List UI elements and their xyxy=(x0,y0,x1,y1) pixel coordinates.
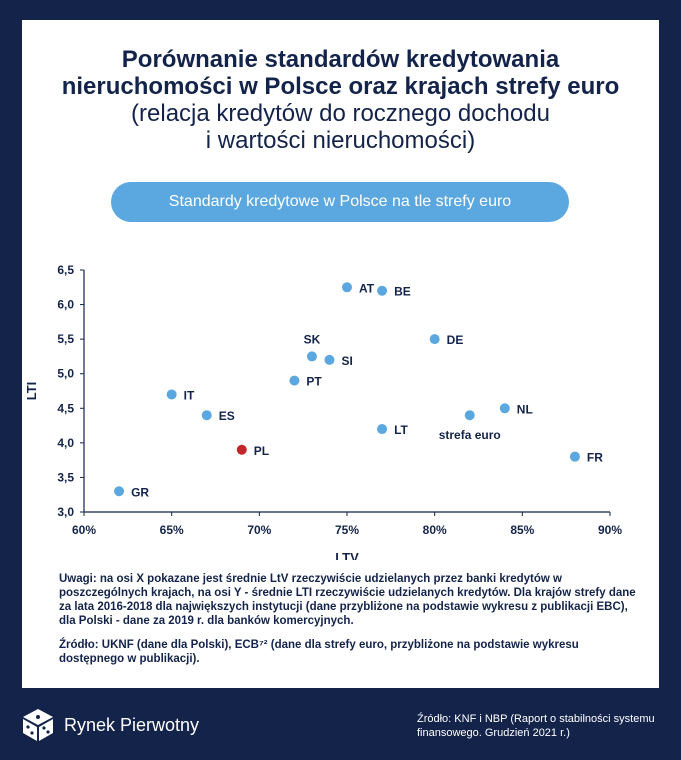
chart-points: AT BE DE SK SI PT IT ES NL strefa euro LT PL FR GR xyxy=(114,281,603,499)
y-tick-label: 6,0 xyxy=(57,298,74,312)
scatter-chart: 60% 65% 70% 75% 80% 85% 90% 3,0 3,5 4,0 4,5 5,0 5,5 6… xyxy=(24,263,622,560)
data-point xyxy=(289,375,300,386)
infographic-card: Porównanie standardów kredytowania nieru… xyxy=(22,20,659,688)
data-point xyxy=(324,354,335,365)
data-point-label: DE xyxy=(447,333,464,347)
x-tick-label: 85% xyxy=(510,523,534,537)
data-point-label: NL xyxy=(517,402,533,416)
chart-notes: Uwagi: na osi X pokazane jest średnie Lt… xyxy=(59,572,639,676)
title-line-1: Porównanie standardów kredytowania xyxy=(121,46,560,73)
data-point xyxy=(236,444,247,455)
y-tick-label: 3,0 xyxy=(57,505,74,519)
data-point xyxy=(114,486,125,497)
data-point-label: strefa euro xyxy=(439,428,501,442)
x-tick-label: 90% xyxy=(598,523,622,537)
x-tick-label: 75% xyxy=(335,523,359,537)
data-point-label: SK xyxy=(304,332,321,346)
y-tick-label: 6,5 xyxy=(57,263,74,277)
y-tick-label: 5,0 xyxy=(57,367,74,381)
cube-logo-icon xyxy=(23,709,53,741)
data-point xyxy=(464,410,475,421)
x-tick-label: 60% xyxy=(72,523,96,537)
data-point xyxy=(377,424,388,435)
data-point-label: LT xyxy=(394,423,408,437)
data-point xyxy=(342,282,352,293)
y-axis-label: LTI xyxy=(24,382,39,401)
data-point-label: BE xyxy=(394,285,411,299)
y-tick-label: 4,0 xyxy=(57,436,74,450)
data-point-label: IT xyxy=(184,388,195,402)
x-tick-label: 80% xyxy=(423,523,447,537)
data-point-label: GR xyxy=(131,485,149,499)
data-point xyxy=(166,389,177,400)
subtitle-pill: Standardy kredytowe w Polsce na tle stre… xyxy=(111,182,569,222)
data-point xyxy=(429,334,440,345)
data-point-label: PL xyxy=(254,444,269,458)
y-tick-label: 4,5 xyxy=(57,401,74,415)
brand-name: Rynek Pierwotny xyxy=(64,714,200,735)
data-point-label: SI xyxy=(341,354,352,368)
title-line-2: nieruchomości w Polsce oraz krajach stre… xyxy=(61,73,620,100)
data-point-label: ES xyxy=(219,409,235,423)
y-tick-label: 3,5 xyxy=(57,470,74,484)
x-tick-label: 65% xyxy=(160,523,184,537)
data-point xyxy=(377,285,388,296)
brand: Rynek Pierwotny xyxy=(20,705,199,745)
x-axis-label: LTV xyxy=(335,550,359,560)
data-point-label: FR xyxy=(587,451,603,465)
x-tick-label: 70% xyxy=(247,523,271,537)
data-point-label: AT xyxy=(359,281,375,295)
data-point-label: PT xyxy=(306,375,322,389)
title-line-4: i wartości nieruchomości) xyxy=(205,127,476,154)
note-remarks: Uwagi: na osi X pokazane jest średnie Lt… xyxy=(59,573,636,627)
chart-title: Porównanie standardów kredytowania nieru… xyxy=(22,46,659,154)
title-line-3: (relacja kredytów do rocznego dochodu xyxy=(131,100,550,127)
data-point xyxy=(201,410,212,421)
data-point xyxy=(569,451,580,462)
data-point xyxy=(499,403,510,414)
y-tick-label: 5,5 xyxy=(57,332,74,346)
chart-axes: 60% 65% 70% 75% 80% 85% 90% 3,0 3,5 4,0 4,5 5,0 5,5 6… xyxy=(24,263,622,560)
note-source: Źródło: UKNF (dane dla Polski), ECB⁷² (d… xyxy=(59,639,579,665)
data-point xyxy=(306,351,317,362)
source-note: Źródło: KNF i NBP (Raport o stabilności … xyxy=(417,713,655,739)
